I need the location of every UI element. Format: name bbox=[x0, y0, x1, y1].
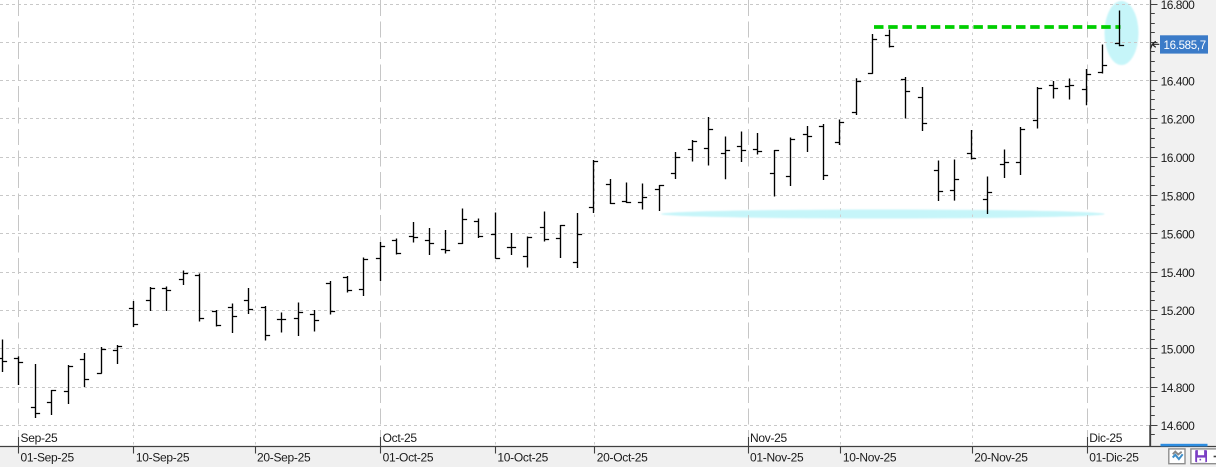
svg-text:15.400: 15.400 bbox=[1161, 266, 1196, 280]
svg-text:20-Sep-25: 20-Sep-25 bbox=[257, 451, 311, 465]
svg-text:16.200: 16.200 bbox=[1161, 113, 1196, 127]
svg-text:16.800: 16.800 bbox=[1161, 0, 1196, 12]
svg-text:15.600: 15.600 bbox=[1161, 228, 1196, 242]
svg-text:Dic-25: Dic-25 bbox=[1089, 431, 1123, 445]
svg-text:16.000: 16.000 bbox=[1161, 151, 1196, 165]
svg-text:20-Oct-25: 20-Oct-25 bbox=[597, 451, 648, 465]
svg-text:10-Oct-25: 10-Oct-25 bbox=[497, 451, 548, 465]
svg-text:14.600: 14.600 bbox=[1161, 419, 1196, 433]
svg-text:01-Dic-25: 01-Dic-25 bbox=[1089, 451, 1139, 465]
svg-text:01-Sep-25: 01-Sep-25 bbox=[21, 451, 75, 465]
svg-text:15.800: 15.800 bbox=[1161, 189, 1196, 203]
svg-text:10-Sep-25: 10-Sep-25 bbox=[136, 451, 190, 465]
svg-text:01-Oct-25: 01-Oct-25 bbox=[383, 451, 434, 465]
svg-text:20-Nov-25: 20-Nov-25 bbox=[974, 451, 1028, 465]
svg-text:14.800: 14.800 bbox=[1161, 381, 1196, 395]
svg-text:Sep-25: Sep-25 bbox=[21, 431, 59, 445]
svg-text:16.400: 16.400 bbox=[1161, 74, 1196, 88]
svg-text:10-Nov-25: 10-Nov-25 bbox=[843, 451, 897, 465]
svg-text:16.585,7: 16.585,7 bbox=[1164, 40, 1206, 52]
svg-text:15.000: 15.000 bbox=[1161, 343, 1196, 357]
svg-text:15.200: 15.200 bbox=[1161, 304, 1196, 318]
svg-text:Nov-25: Nov-25 bbox=[750, 431, 788, 445]
svg-text:Oct-25: Oct-25 bbox=[383, 431, 418, 445]
svg-text:01-Nov-25: 01-Nov-25 bbox=[750, 451, 804, 465]
